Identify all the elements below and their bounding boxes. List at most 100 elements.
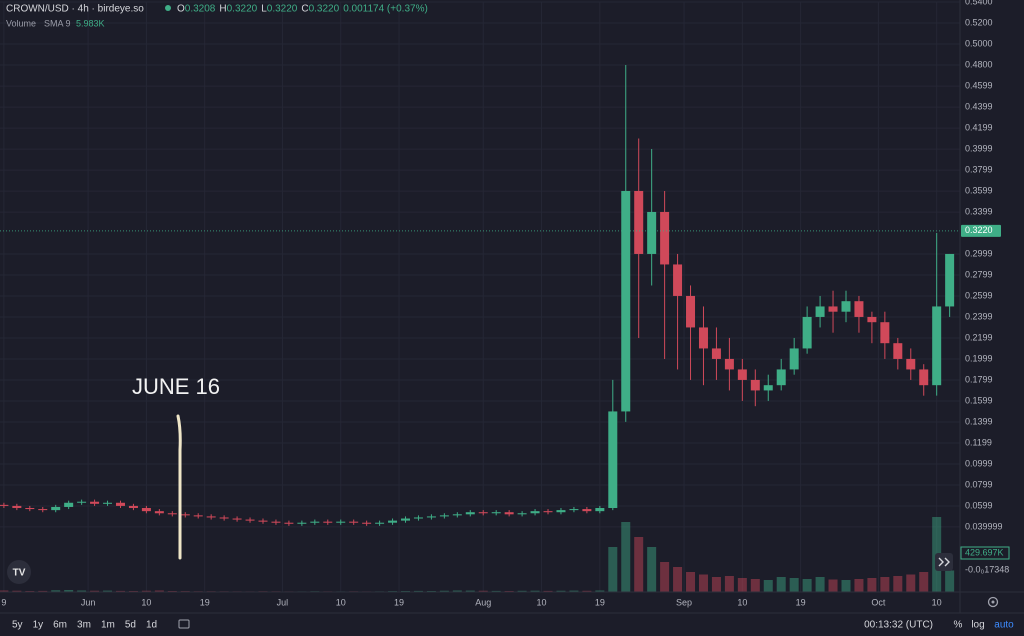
volume-bar <box>12 590 22 592</box>
volume-bar <box>686 572 696 592</box>
x-tick-label: Oct <box>871 597 886 607</box>
y-tick-label: 0.1199 <box>965 437 992 447</box>
candle-body <box>38 509 48 511</box>
scale-option[interactable]: auto <box>994 620 1014 631</box>
x-tick-label: Jun <box>81 597 96 607</box>
ohlc-key: H <box>219 4 226 15</box>
volume-bar <box>517 590 527 592</box>
candle-body <box>647 211 657 254</box>
candle-body <box>180 514 190 516</box>
legend: CROWN/USD · 4h · birdeye.so Volume SMA 9… <box>6 4 428 29</box>
volume-bar <box>776 577 786 592</box>
ohlc-key: L <box>261 4 267 15</box>
volume-bar <box>711 577 721 592</box>
volume-bar <box>647 547 657 592</box>
y-tick-label: 0.2999 <box>965 248 993 258</box>
range-button[interactable]: 1y <box>33 620 44 631</box>
range-button[interactable]: 3m <box>77 620 91 631</box>
scale-option[interactable]: log <box>971 620 984 631</box>
candle-body <box>504 512 514 515</box>
candle-body <box>815 306 825 317</box>
volume-bar <box>673 567 683 592</box>
volume-bar <box>452 590 462 592</box>
volume-bar <box>919 572 929 592</box>
range-button[interactable]: 1m <box>101 620 115 631</box>
x-tick-label: 9 <box>1 597 6 607</box>
volume-bar <box>569 590 579 592</box>
candle-body <box>478 512 488 514</box>
scale-option[interactable]: % <box>954 620 963 631</box>
candle-body <box>634 190 644 254</box>
axes: 0.5400 0.5200 0.5000 0.4800 0.4599 0.4399 0.41… <box>0 0 1010 607</box>
volume-sma-value: 5.983K <box>76 18 105 28</box>
range-button[interactable]: 5y <box>12 620 23 631</box>
volume-bar <box>789 578 799 592</box>
candle-body <box>595 508 605 512</box>
candle-body <box>193 515 203 517</box>
candle-body <box>802 316 812 349</box>
logo[interactable]: TV <box>7 560 31 584</box>
last-price-label: 0.3220 <box>965 225 993 235</box>
volume-label-box <box>960 546 1010 560</box>
y-tick-label: 0.3399 <box>965 206 993 216</box>
candle-body <box>154 511 164 514</box>
x-tick-label: 10 <box>932 597 942 607</box>
candle-body <box>621 190 631 412</box>
compare-icon[interactable] <box>178 619 190 629</box>
scroll-button[interactable] <box>935 553 953 571</box>
range-button[interactable]: 1d <box>146 620 157 631</box>
volume-bar <box>51 590 61 592</box>
candle-body <box>711 348 721 359</box>
x-tick-label: 10 <box>141 597 151 607</box>
y-tick-label: 0.2199 <box>965 332 993 342</box>
volume-bar <box>828 579 838 592</box>
x-tick-label: 10 <box>537 597 547 607</box>
volume-bar <box>841 580 851 592</box>
y-tick-label: 0.4800 <box>965 59 993 69</box>
volume-bar <box>38 590 48 592</box>
y-tick-label: 0.0599 <box>965 500 993 510</box>
candle-body <box>284 522 294 524</box>
svg-text:TV: TV <box>13 568 26 579</box>
candle-body <box>349 521 359 523</box>
candle-body <box>362 522 372 524</box>
candle-body <box>945 253 955 307</box>
candle-body <box>660 211 670 265</box>
range-button[interactable]: 5d <box>125 620 136 631</box>
toolbar: 5y 1y 6m 3m 1m 5d 1d 00:13:32 (UTC)% log auto <box>12 619 1014 631</box>
candle-body <box>867 316 877 323</box>
volume-bar <box>698 574 708 592</box>
last-price-box <box>961 224 1001 237</box>
volume-bar <box>945 570 955 592</box>
settings-icon[interactable] <box>987 596 999 608</box>
candle-body <box>323 521 333 523</box>
annotation: JUNE 16 <box>132 374 220 399</box>
candle-body <box>401 518 411 521</box>
candle-body <box>310 521 320 523</box>
y-tick-label: 0.2599 <box>965 290 993 300</box>
ohlc-value: 0.3220 <box>227 4 258 15</box>
candle-body <box>128 505 138 509</box>
candle-body <box>828 306 838 312</box>
candle-body <box>854 301 864 317</box>
candle-body <box>297 522 307 524</box>
range-button[interactable]: 6m <box>53 620 67 631</box>
x-tick-label: 19 <box>200 597 210 607</box>
y-tick-label: 0.1999 <box>965 353 993 363</box>
volume-bar <box>543 590 553 592</box>
grid <box>0 1 960 592</box>
volume-bar <box>634 537 644 592</box>
volume-bar <box>77 590 87 592</box>
y-tick-label: 0.039999 <box>965 521 1003 531</box>
volume-sma: SMA 9 <box>44 18 71 28</box>
candle-body <box>271 521 281 523</box>
candle-body <box>543 511 553 513</box>
volume-bar <box>582 590 592 592</box>
volume-bar <box>802 579 812 592</box>
candle-body <box>698 327 708 349</box>
volume-bar <box>621 522 631 592</box>
candle-body <box>517 513 527 515</box>
volume-bars <box>0 517 955 592</box>
volume-title: Volume <box>6 18 36 28</box>
volume-bar <box>880 577 890 592</box>
